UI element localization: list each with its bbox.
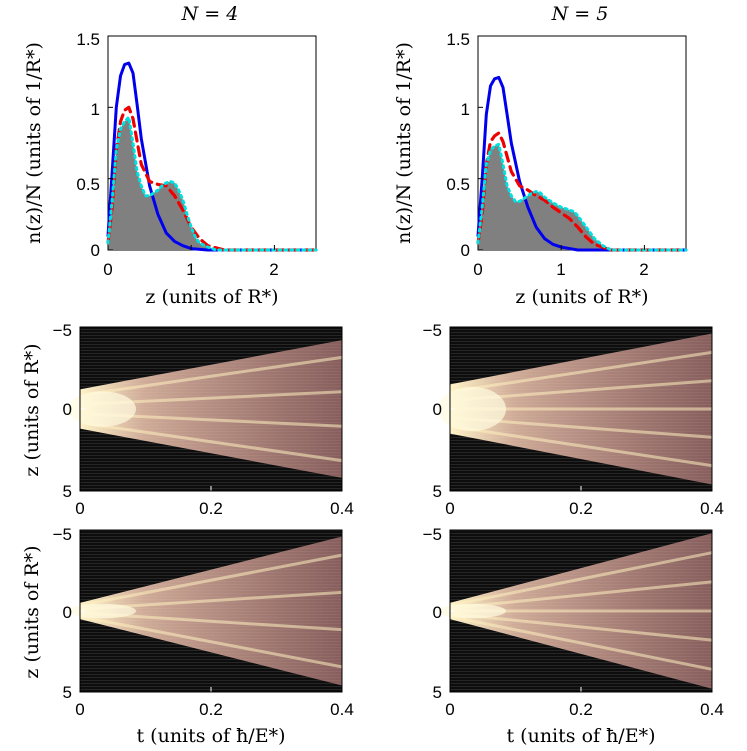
y-tick: 5 [63,683,72,702]
x-tick: 0.2 [569,700,593,719]
bright-core [438,603,506,619]
x-tick: 0 [445,499,454,518]
evolution-map-n4-bottom: −5 0 5 0 0.2 0.4 t (units of ħ/E*) z (un… [21,525,354,747]
evolution-map-n5-top: −5 0 5 0 0.2 0.4 [423,321,724,518]
y-tick: 5 [433,482,442,501]
x-tick: 0.4 [330,499,354,518]
x-tick: 0.2 [199,700,223,719]
y-axis-label: n(z)/N (units of 1/R*) [393,42,415,244]
x-tick: 0.2 [199,499,223,518]
y-tick: 1.5 [446,30,470,49]
x-axis-label: z (units of R*) [145,286,278,308]
y-tick: −5 [53,321,72,340]
title-n4: N = 4 [181,3,239,25]
y-tick: −5 [53,525,72,544]
fringe [79,421,343,463]
y-tick: 0 [461,241,470,260]
y-tick: 0 [63,400,72,419]
evolution-map-n5-bottom: −5 0 5 0 0.2 0.4 t (units of ħ/E*) [423,525,724,747]
y-tick: −5 [423,525,442,544]
bright-core [68,391,136,427]
y-tick: 0 [433,400,442,419]
x-tick: 2 [269,260,278,279]
x-tick: 0 [75,700,84,719]
bright-core [438,386,506,432]
x-tick: 1 [186,260,195,279]
x-tick: 0.4 [330,700,354,719]
y-tick: 1.5 [76,30,100,49]
map-frame [79,529,343,693]
x-tick: 2 [639,260,648,279]
y-tick: 0.5 [76,175,100,194]
y-tick: 0 [63,603,72,622]
density-cone [80,536,342,686]
y-tick: 0.5 [446,175,470,194]
x-tick: 0 [473,260,482,279]
fringe [449,615,713,671]
blue-solid-line [106,61,318,252]
y-axis-label: z (units of R*) [21,545,43,678]
density-plot-n4: 0 0.5 1 1.5 0 1 2 z (units of R*) n(z)/N… [23,30,318,308]
evolution-map-n4-top: −5 0 5 0 0.2 0.4 z (units of R*) [21,321,354,518]
fringe [449,350,713,394]
x-tick: 1 [556,260,565,279]
x-tick: 0 [445,700,454,719]
density-plot-n5: 0 0.5 1 1.5 0 1 2 z (units of R*) n(z)/N… [393,30,688,308]
title-n5: N = 5 [551,3,609,25]
red-dashed-line [476,131,688,252]
x-tick: 0.2 [569,499,593,518]
fringe [449,580,713,610]
y-tick: 0 [91,241,100,260]
shaded-area [478,144,686,250]
y-axis-label: n(z)/N (units of 1/R*) [23,42,45,244]
x-tick: 0 [103,260,112,279]
fringe [449,424,713,468]
blue-solid-line [476,75,688,252]
y-axis-label: z (units of R*) [21,343,43,476]
cyan-dotted-line [106,115,318,252]
cyan-dotted-line [476,142,688,252]
x-tick: 0.4 [700,499,724,518]
red-dashed-line [106,105,318,252]
fringe [449,612,713,642]
y-tick: 5 [433,683,442,702]
x-axis-label: z (units of R*) [515,286,648,308]
fringe [79,355,343,397]
y-tick: 1 [461,100,470,119]
x-tick: 0 [75,499,84,518]
x-axis-label: t (units of ħ/E*) [137,725,286,747]
y-tick: 0 [433,603,442,622]
y-tick: −5 [423,321,442,340]
bright-core [68,603,136,619]
fringe [79,615,343,669]
map-frame [79,326,343,492]
density-cone [80,340,342,478]
fringe [79,553,343,607]
x-tick: 0.4 [700,700,724,719]
y-tick: 5 [63,482,72,501]
fringe [449,551,713,607]
x-axis-label: t (units of ħ/E*) [507,725,656,747]
map-frame [449,326,713,492]
map-frame [449,529,713,693]
y-tick: 1 [91,100,100,119]
